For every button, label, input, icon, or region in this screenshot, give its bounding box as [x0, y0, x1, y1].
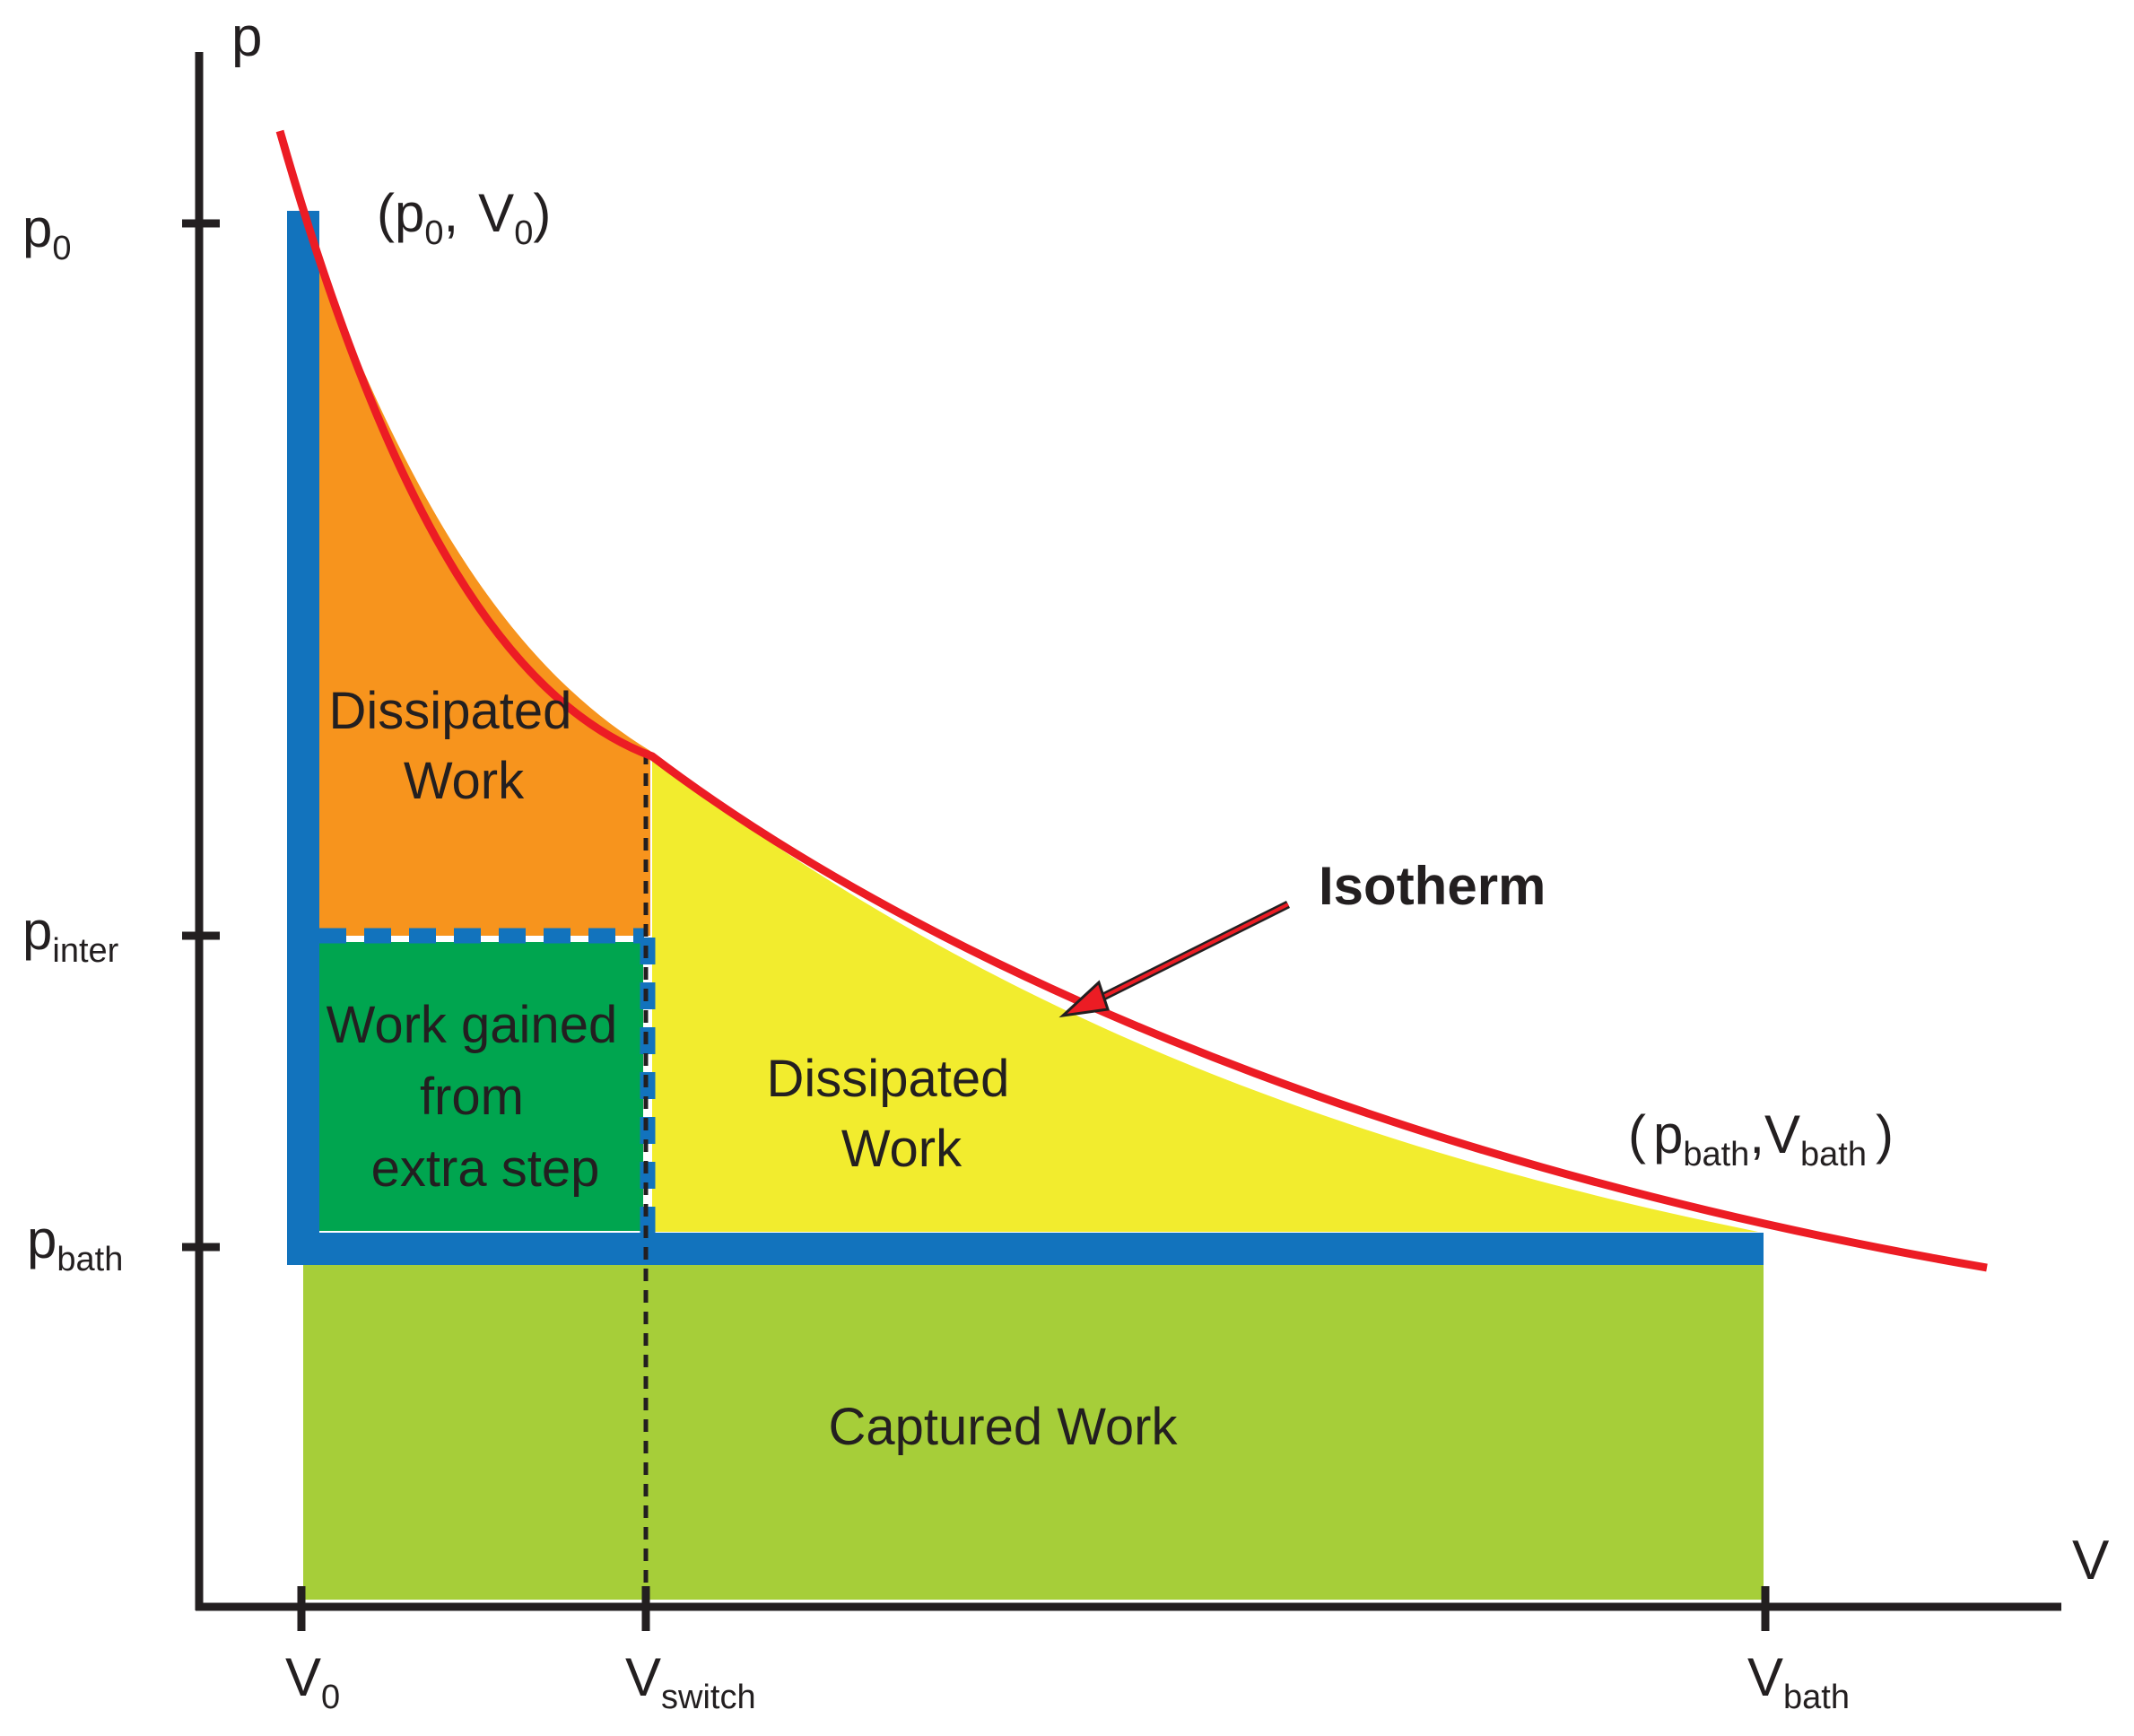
dissipated-upper-label: Dissipated Work	[329, 682, 587, 810]
isotherm-curve	[275, 129, 1988, 1272]
dissipated-work-lower-region	[652, 758, 1758, 1232]
y-axis-label: p	[231, 6, 262, 68]
x-tick-label-vbath: Vbath	[1747, 1647, 1850, 1716]
y-tick-label-p0: p0	[22, 198, 72, 267]
dissipated-lower-label: Dissipated Work	[767, 1050, 1024, 1178]
end-point-label: (pbath,Vbath)	[1628, 1104, 1894, 1173]
isotherm-label: Isotherm	[1319, 856, 1546, 916]
isotherm-arrow	[1058, 900, 1291, 1018]
captured-work-label: Captured Work	[829, 1398, 1179, 1456]
axes	[182, 52, 2061, 1631]
work-gained-label: Work gained from extra step	[327, 996, 632, 1198]
process-path	[287, 211, 1764, 1265]
x-tick-label-vswitch: Vswitch	[625, 1647, 756, 1716]
start-point-label: (p0, V0)	[377, 183, 551, 252]
captured-work-region	[303, 1263, 1764, 1600]
dissipated-work-upper-region	[318, 260, 650, 936]
x-tick-label-v0: V0	[285, 1647, 340, 1716]
work-gained-region	[316, 942, 643, 1231]
y-tick-label-pinter: pinter	[22, 901, 119, 970]
x-axis-label: V	[2072, 1530, 2110, 1592]
y-tick-label-pbath: pbath	[27, 1209, 123, 1278]
